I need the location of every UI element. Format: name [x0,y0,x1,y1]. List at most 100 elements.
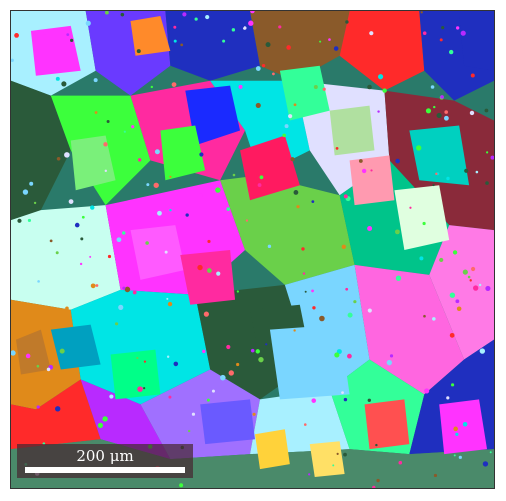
speckle [453,454,456,457]
speckle [102,416,108,422]
speckle [120,12,125,17]
speckle [449,292,456,298]
speckle [128,147,132,151]
speckle [79,262,83,266]
grain [180,249,236,305]
speckle [294,320,297,323]
speckle [300,378,305,383]
grain [409,125,470,186]
speckle [293,103,297,107]
speckle [341,391,344,394]
speckle [446,396,450,400]
speckle [312,306,316,310]
speckle [375,443,378,447]
speckle [109,394,114,399]
speckle [489,451,492,454]
speckle [267,244,272,249]
speckle [470,266,476,272]
speckle [334,352,340,358]
speckle [367,225,373,231]
speckle [311,398,317,403]
speckle [369,31,374,36]
speckle [94,111,98,114]
speckle [104,169,108,173]
speckle [258,356,264,363]
speckle [433,473,438,478]
speckle [467,275,471,279]
speckle [377,110,380,113]
speckle [56,156,61,161]
scale-bar-panel: 200 μm [17,444,193,478]
speckle [173,25,177,29]
speckle [136,356,139,360]
speckle [482,461,489,467]
speckle [228,370,234,376]
speckle [440,95,444,99]
speckle [455,432,459,436]
speckle [211,389,215,393]
speckle [187,429,191,433]
speckle [265,42,271,48]
speckle [202,349,206,354]
speckle [345,20,349,24]
speckle [284,124,289,129]
speckle [226,207,230,211]
speckle [423,314,426,318]
speckle [118,304,124,310]
speckle [106,120,110,124]
speckle [333,46,339,51]
speckle [200,145,206,151]
speckle [422,31,427,35]
speckle [74,222,80,228]
grain [11,379,101,450]
speckle [475,170,479,174]
grain [279,65,330,121]
grain [329,105,375,156]
speckle [116,237,122,243]
speckle [242,26,247,30]
speckle [398,460,403,465]
speckle [205,14,210,20]
speckle [406,14,411,19]
speckle [335,147,339,150]
speckle [25,353,31,359]
speckle [124,259,127,263]
grain-orientation-map [11,11,494,488]
speckle [180,43,184,47]
speckle [484,108,489,113]
speckle [45,390,49,394]
speckle [311,200,315,203]
speckle [55,251,59,255]
speckle [241,24,245,28]
speckle [122,286,126,290]
grain [339,11,425,91]
speckle [453,426,458,432]
speckle [439,38,443,42]
speckle [422,221,426,226]
speckle [145,241,149,245]
speckle [136,49,141,54]
grain [130,15,171,56]
speckle [169,208,172,212]
speckle [469,279,472,282]
speckle [66,33,70,36]
speckle [395,229,400,235]
speckle [257,183,262,187]
speckle [65,306,69,311]
speckle [389,354,394,358]
speckle [278,25,282,29]
speckle [185,213,189,217]
speckle [61,81,67,87]
speckle [332,464,335,467]
speckle [420,11,423,14]
speckle [105,11,109,15]
speckle [433,105,436,109]
speckle [179,483,184,488]
scale-bar-label: 200 μm [76,447,134,465]
grain [160,125,206,181]
speckle [485,285,491,292]
speckle [222,39,226,43]
speckle [328,38,331,41]
speckle [14,33,19,38]
speckle [132,290,137,295]
